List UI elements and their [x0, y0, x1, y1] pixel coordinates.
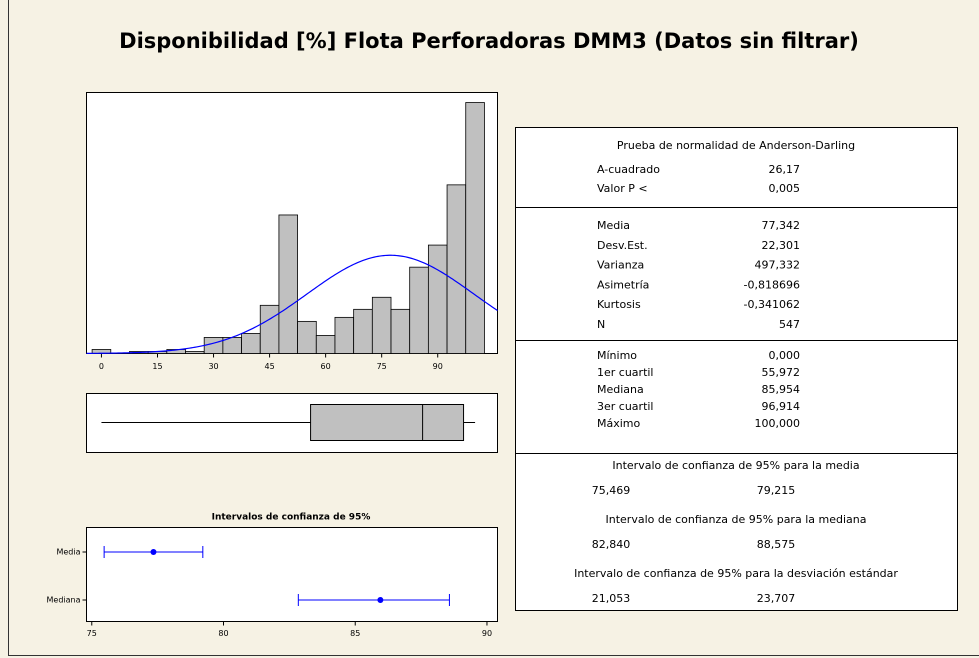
x-tick-label: 0: [99, 362, 104, 371]
interval-point: [150, 549, 157, 555]
histogram-bar: [465, 102, 485, 354]
stat-label: Máximo: [597, 417, 641, 430]
stat-label: N: [597, 318, 605, 331]
stat-value: 100,000: [755, 417, 801, 430]
title: Disponibilidad [%] Flota Perforadoras DM…: [119, 29, 859, 53]
interval-heading: Intervalo de confianza de 95% para la me…: [606, 513, 867, 526]
interval-high: 23,707: [757, 592, 796, 605]
histogram-bar: [185, 351, 205, 354]
section-title: Prueba de normalidad de Anderson-Darling: [617, 139, 855, 152]
histogram-bar: [371, 296, 392, 354]
x-tick-label: 45: [264, 362, 274, 371]
histogram-bar: [259, 304, 280, 354]
stat-value: 96,914: [762, 400, 801, 413]
stat-label: Valor P <: [597, 182, 648, 195]
stat-label: A-cuadrado: [597, 163, 660, 176]
category-label: Media: [56, 548, 80, 557]
histogram-bar: [446, 184, 467, 354]
x-tick-label: 15: [152, 362, 162, 371]
stat-value: 0,000: [769, 349, 801, 362]
stat-value: -0,341062: [744, 298, 800, 311]
stat-value: 85,954: [762, 383, 801, 396]
stats-table: [515, 127, 958, 611]
stat-label: Asimetría: [597, 278, 649, 291]
interval-low: 82,840: [592, 538, 631, 551]
stat-label: Desv.Est.: [597, 239, 648, 252]
x-tick-label: 75: [377, 362, 387, 371]
category-label: Mediana: [47, 596, 81, 605]
interval-high: 88,575: [757, 538, 796, 551]
interval-title: Intervalos de confianza de 95%: [212, 513, 371, 523]
stat-value: 547: [779, 318, 800, 331]
histogram-bar: [334, 316, 355, 354]
histogram-bar: [427, 244, 448, 354]
interval-low: 21,053: [592, 592, 631, 605]
interval-point: [377, 597, 384, 603]
histogram-bar: [390, 308, 411, 354]
x-tick-label: 85: [350, 629, 360, 638]
x-tick-label: 90: [482, 629, 492, 638]
interval-heading: Intervalo de confianza de 95% para la me…: [612, 459, 859, 472]
interval-heading: Intervalo de confianza de 95% para la de…: [574, 567, 898, 580]
stat-value: 22,301: [762, 239, 801, 252]
histogram-bar: [409, 266, 429, 354]
stat-value: 55,972: [762, 366, 801, 379]
stat-label: Kurtosis: [597, 298, 641, 311]
x-tick-label: 30: [208, 362, 218, 371]
x-tick-label: 80: [218, 629, 228, 638]
stat-value: 497,332: [755, 259, 801, 272]
stat-label: Mínimo: [597, 349, 637, 362]
stat-value: -0,818696: [744, 278, 800, 291]
stat-label: Media: [597, 219, 630, 232]
stat-value: 26,17: [769, 163, 801, 176]
histogram-bar: [278, 214, 299, 354]
histogram-bar: [353, 308, 373, 354]
x-tick-label: 75: [87, 629, 97, 638]
interval-panel: [86, 527, 498, 622]
x-tick-label: 90: [433, 362, 443, 371]
histogram-bar: [241, 333, 261, 354]
stat-label: 1er cuartil: [597, 366, 654, 379]
stat-label: Varianza: [597, 259, 644, 272]
interval-high: 79,215: [757, 484, 796, 497]
interval-low: 75,469: [592, 484, 631, 497]
histogram-bar: [203, 337, 224, 354]
histogram-bar: [297, 320, 317, 354]
stat-label: 3er cuartil: [597, 400, 654, 413]
stat-label: Mediana: [597, 383, 644, 396]
histogram-bar: [315, 335, 336, 354]
x-tick-label: 60: [321, 362, 331, 371]
stat-value: 0,005: [769, 182, 801, 195]
normal-curve: [86, 254, 498, 354]
stat-value: 77,342: [762, 219, 801, 232]
box: [310, 404, 465, 441]
